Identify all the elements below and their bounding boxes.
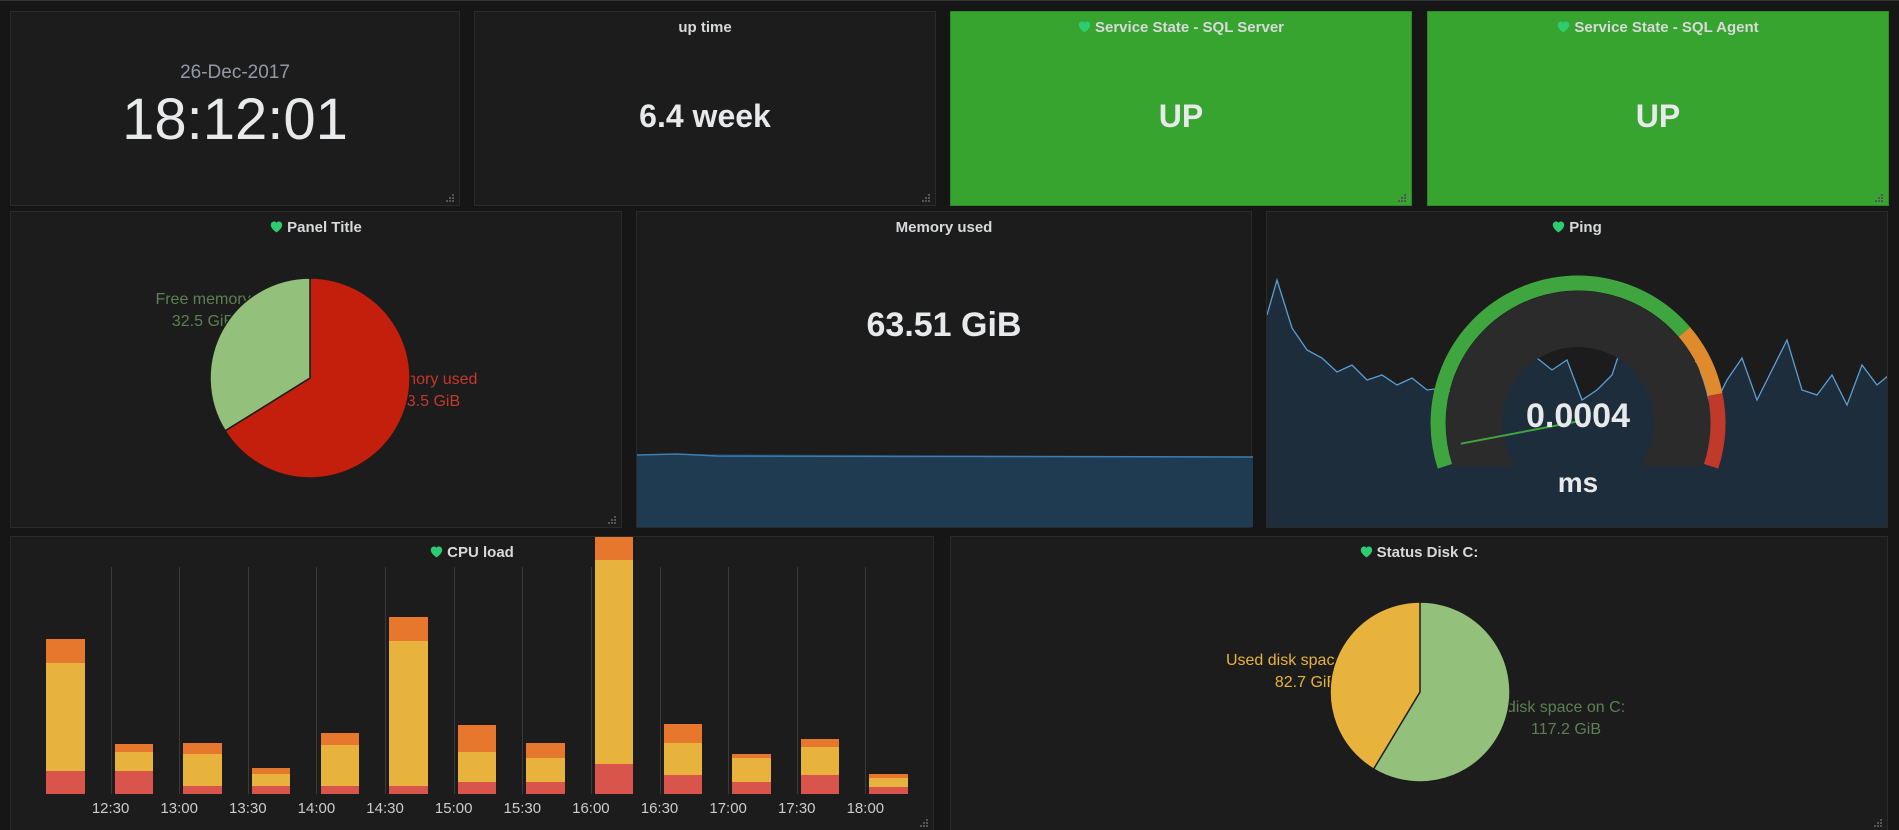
- svg-text:82.7 GiB: 82.7 GiB: [1275, 674, 1337, 691]
- svg-text:Free memory: Free memory: [155, 291, 250, 308]
- svg-text:disk space on C:: disk space on C:: [1507, 699, 1625, 716]
- svg-text:117.2 GiB: 117.2 GiB: [1531, 721, 1601, 738]
